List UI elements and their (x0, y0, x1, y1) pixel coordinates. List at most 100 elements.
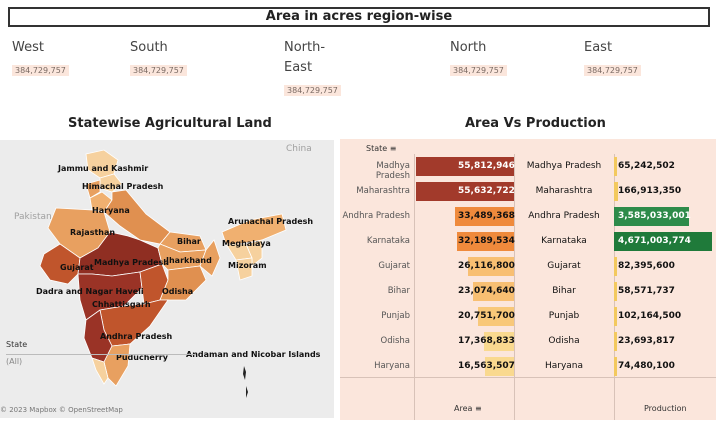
divider (340, 377, 716, 378)
map-label: Haryana (92, 206, 130, 215)
state-maharashtra (77, 271, 143, 321)
state-filter-label: State (6, 340, 28, 349)
region-value: 384,729,757 (130, 65, 187, 76)
area-value: 26,116,800 (458, 261, 515, 271)
production-value: 65,242,502 (618, 161, 675, 171)
map-label: Jharkhand (166, 256, 212, 265)
production-bar[interactable] (614, 257, 617, 276)
production-bar[interactable] (614, 182, 618, 201)
table-row[interactable]: Bihar 23,074,640 Bihar 58,571,737 (340, 279, 716, 304)
row-state-label: Haryana (374, 361, 410, 371)
geo-label-china: China (286, 144, 312, 154)
area-bar[interactable] (484, 332, 514, 351)
area-bar[interactable] (485, 357, 514, 376)
table-row[interactable]: Gujarat 26,116,800 Gujarat 82,395,600 (340, 254, 716, 279)
area-bar[interactable] (478, 307, 514, 326)
production-bar[interactable] (614, 307, 617, 326)
state-odisha (159, 265, 207, 301)
area-value: 55,632,722 (458, 186, 515, 196)
area-value: 23,074,640 (458, 286, 515, 296)
state-punjab (85, 179, 101, 199)
state-west-bengal (199, 239, 221, 277)
map-label: Madhya Pradesh (94, 258, 169, 267)
table-row[interactable]: Haryana 16,563,507 Haryana 74,480,100 (340, 354, 716, 379)
production-header[interactable]: Production (644, 404, 687, 413)
state-nicobar (246, 386, 248, 398)
production-value: 166,913,350 (618, 186, 682, 196)
table-row[interactable]: Madhya Pradesh 55,812,946 Madhya Pradesh 65… (340, 154, 716, 181)
table-row[interactable]: Punjab 20,751,700 Punjab 102,164,500 (340, 304, 716, 329)
map-label: Chhattisgarh (92, 300, 151, 309)
production-bar[interactable] (614, 232, 712, 251)
india-map[interactable]: Pakistan China Jammu and Kashmir Himacha… (0, 140, 334, 418)
area-bar[interactable] (455, 207, 514, 226)
production-bar[interactable] (614, 207, 689, 226)
state-header-label: State (366, 144, 388, 153)
row-state-name: Karnataka (541, 236, 587, 246)
map-label: Puducherry (116, 353, 168, 362)
map-label: Dadra and Nagar Haveli (36, 287, 144, 296)
region-south: South 384,729,757 (130, 38, 187, 77)
area-bar[interactable] (416, 157, 514, 176)
area-value: 55,812,946 (458, 161, 515, 171)
area-bar[interactable] (416, 182, 514, 201)
row-state-name: Haryana (544, 361, 584, 371)
production-bar[interactable] (614, 282, 617, 301)
row-state-name: Gujarat (547, 261, 581, 271)
production-bar[interactable] (614, 332, 617, 351)
table-row[interactable]: Maharashtra 55,632,722 Maharashtra 166,913,… (340, 179, 716, 204)
row-state-label: Bihar (387, 286, 410, 296)
production-value: 3,585,033,001 (618, 211, 691, 221)
state-mizoram-tripura (235, 257, 253, 281)
region-northeast: North- East 384,729,757 (284, 38, 341, 97)
area-bar[interactable] (473, 282, 514, 301)
state-header[interactable]: State ≡ (366, 144, 396, 153)
row-state-name: Andhra Pradesh (528, 211, 600, 221)
region-name: North (450, 40, 487, 55)
region-value: 384,729,757 (284, 85, 341, 96)
map-label: Gujarat (60, 263, 94, 272)
sort-icon[interactable]: ≡ (389, 144, 397, 153)
table-row[interactable]: Andhra Pradesh 33,489,368 Andhra Pradesh 3,… (340, 204, 716, 229)
state-filter-select[interactable]: (All) (6, 354, 196, 369)
region-east: East 384,729,757 (584, 38, 641, 77)
map-label: Rajasthan (70, 228, 116, 237)
area-bar[interactable] (468, 257, 514, 276)
production-value: 23,693,817 (618, 336, 675, 346)
map-label: Meghalaya (222, 239, 271, 248)
divider (514, 154, 515, 420)
row-state-label: Karnataka (366, 236, 410, 246)
map-label: Bihar (177, 237, 201, 246)
state-uttar-pradesh (103, 189, 171, 245)
area-value: 32,189,534 (458, 236, 515, 246)
divider (414, 154, 415, 420)
state-andaman (243, 366, 246, 380)
table-row[interactable]: Odisha 17,368,833 Odisha 23,693,817 (340, 329, 716, 354)
area-bar[interactable] (457, 232, 514, 251)
region-value: 384,729,757 (584, 65, 641, 76)
map-label: Odisha (162, 287, 194, 296)
area-value: 17,368,833 (458, 336, 515, 346)
page-title: Area in acres region-wise (8, 7, 710, 27)
state-filter[interactable]: State (All) (6, 340, 196, 366)
region-name: South (130, 40, 168, 55)
table-row[interactable]: Karnataka 32,189,534 Karnataka 4,671,003,77… (340, 229, 716, 254)
region-name: West (12, 40, 44, 55)
row-state-label: Gujarat (378, 261, 410, 271)
region-name: East (584, 40, 613, 55)
map-label: Mizoram (228, 261, 267, 270)
production-value: 102,164,500 (618, 311, 682, 321)
row-state-name: Madhya Pradesh (526, 161, 602, 171)
row-state-label: Punjab (381, 311, 410, 321)
production-value: 74,480,100 (618, 361, 675, 371)
region-name: North- East (284, 40, 326, 75)
production-bar[interactable] (614, 357, 617, 376)
row-state-name: Punjab (548, 311, 580, 321)
production-bar[interactable] (614, 157, 617, 176)
sort-icon[interactable]: ≡ (474, 404, 482, 413)
area-header[interactable]: Area ≡ (454, 404, 482, 413)
row-state-name: Maharashtra (535, 186, 593, 196)
region-west: West 384,729,757 (12, 38, 69, 77)
production-value: 58,571,737 (618, 286, 675, 296)
table-title: Area Vs Production (465, 116, 606, 131)
